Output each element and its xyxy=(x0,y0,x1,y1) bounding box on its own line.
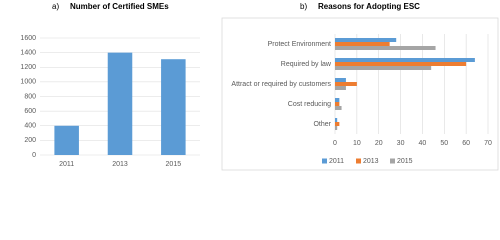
bar xyxy=(335,118,338,122)
x-tick-label: 60 xyxy=(462,140,470,147)
legend-swatch xyxy=(390,158,395,164)
y-tick-label: 0 xyxy=(32,152,36,159)
y-tick-label: Other xyxy=(313,121,331,128)
x-tick-label: 30 xyxy=(397,140,405,147)
legend-swatch xyxy=(356,158,361,164)
panel-label: a) xyxy=(52,2,59,11)
x-tick-label: 40 xyxy=(419,140,427,147)
y-tick-label: 600 xyxy=(24,108,36,115)
bar xyxy=(161,59,186,155)
y-tick-label: 800 xyxy=(24,93,36,100)
x-tick-label: 0 xyxy=(333,140,337,147)
chart-frame xyxy=(221,17,499,171)
x-tick-label: 20 xyxy=(375,140,383,147)
bar xyxy=(335,86,346,90)
bar xyxy=(335,38,397,42)
y-tick-label: 1200 xyxy=(20,64,36,71)
bar xyxy=(335,62,467,66)
x-tick-label: 50 xyxy=(440,140,448,147)
bar xyxy=(335,126,338,130)
bar xyxy=(335,82,357,86)
y-tick-label: 400 xyxy=(24,123,36,130)
bar xyxy=(107,52,133,155)
x-tick-label: 2013 xyxy=(112,161,128,168)
bar xyxy=(335,46,436,50)
y-tick-label: 200 xyxy=(24,137,36,144)
bar xyxy=(335,58,475,62)
chart-title: Number of Certified SMEs xyxy=(70,2,169,11)
bar xyxy=(335,98,340,102)
y-tick-label: 1400 xyxy=(20,49,36,56)
y-tick-label: 1600 xyxy=(20,35,36,42)
bar xyxy=(335,42,390,46)
chart-title: Reasons for Adopting ESC xyxy=(318,2,420,11)
legend-label: 2013 xyxy=(363,158,379,165)
figure: a) Number of Certified SMEs b) Reasons f… xyxy=(20,2,499,171)
bar xyxy=(335,78,346,82)
legend-swatch xyxy=(322,158,327,164)
x-tick-label: 10 xyxy=(353,140,361,147)
y-tick-label: Required by law xyxy=(281,61,332,68)
y-tick-label: 1000 xyxy=(20,79,36,86)
bar xyxy=(335,66,432,70)
panel-label: b) xyxy=(300,2,307,11)
bar xyxy=(335,122,340,126)
x-tick-label: 2011 xyxy=(59,161,74,168)
legend-label: 2015 xyxy=(397,158,413,165)
y-tick-label: Protect Environment xyxy=(268,41,331,48)
x-tick-label: 70 xyxy=(484,140,492,147)
bar xyxy=(335,106,342,110)
y-tick-label: Attract or required by customers xyxy=(231,81,331,88)
legend-label: 2011 xyxy=(329,158,344,165)
bar xyxy=(54,125,79,155)
x-tick-label: 2015 xyxy=(166,161,182,168)
y-tick-label: Cost reducing xyxy=(288,101,331,108)
bar xyxy=(335,102,340,106)
